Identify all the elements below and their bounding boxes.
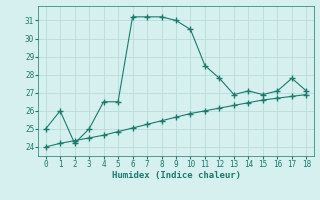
- X-axis label: Humidex (Indice chaleur): Humidex (Indice chaleur): [111, 171, 241, 180]
